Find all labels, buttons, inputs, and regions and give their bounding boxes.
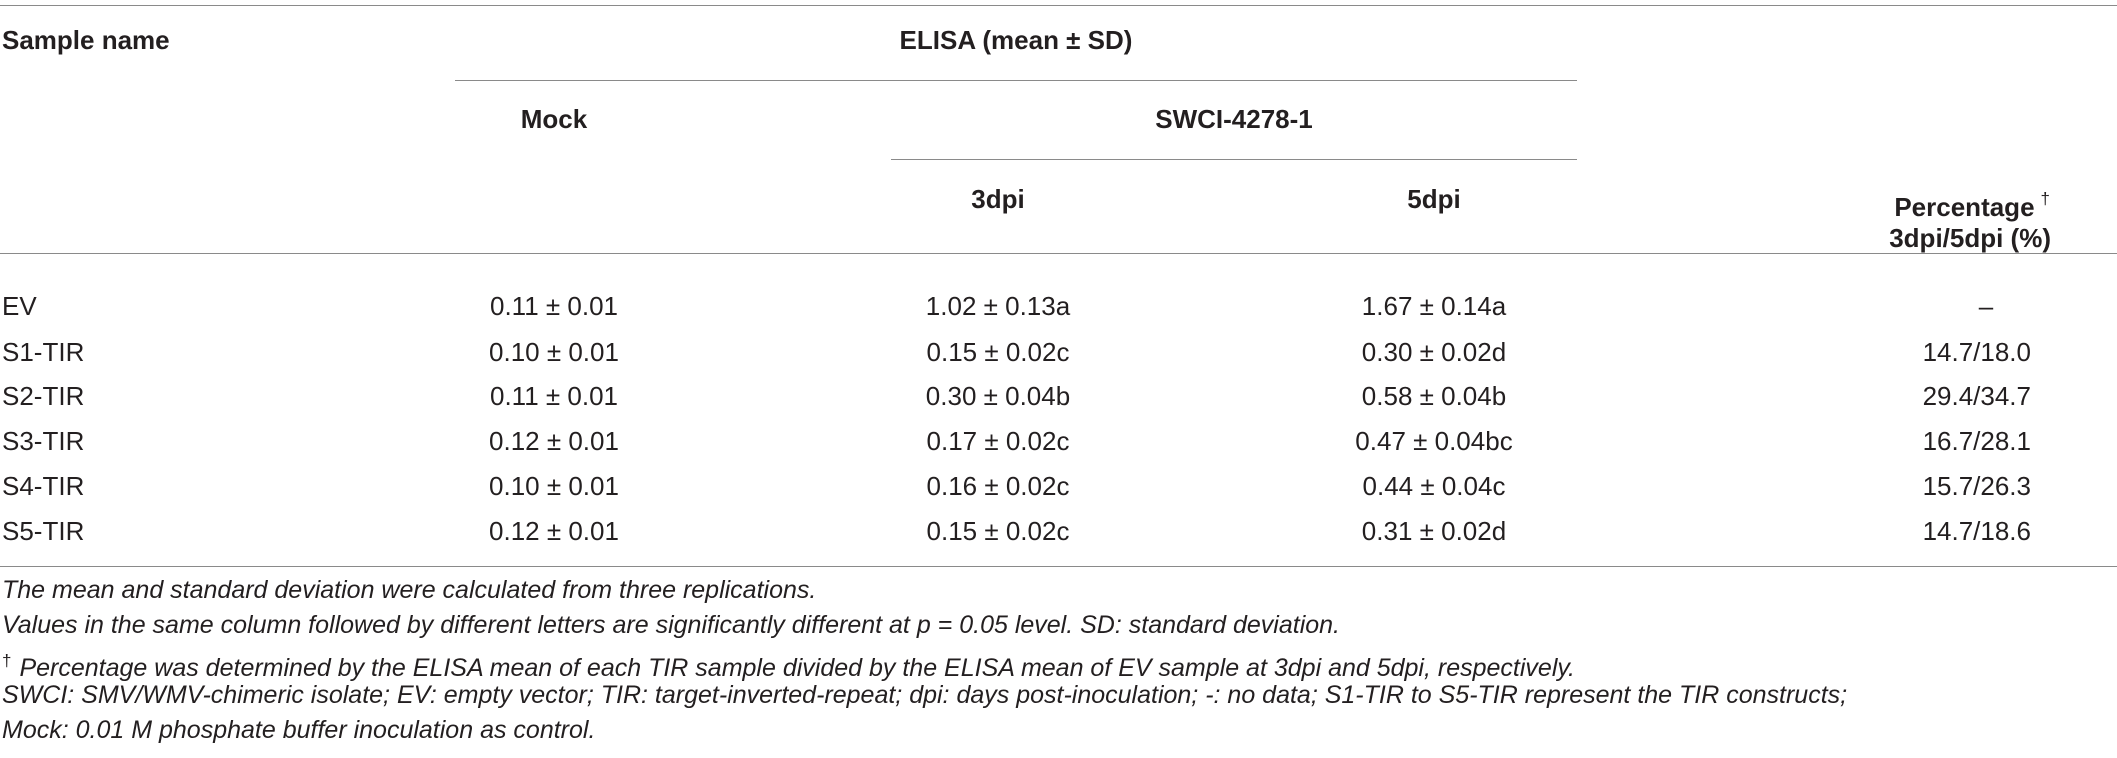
cell-sample: S4-TIR	[2, 471, 85, 501]
cell-3dpi: 0.17 ± 0.02c	[926, 426, 1070, 456]
cell-sample: S3-TIR	[2, 426, 85, 456]
cell-3dpi: 0.16 ± 0.02c	[926, 471, 1070, 501]
cell-3dpi: 0.15 ± 0.02c	[926, 516, 1070, 546]
footnote-1: The mean and standard deviation were cal…	[2, 576, 817, 604]
cell-5dpi: 1.67 ± 0.14a	[1361, 291, 1507, 321]
cell-5dpi: 0.44 ± 0.04c	[1362, 471, 1506, 501]
footnote-2: Values in the same column followed by di…	[2, 611, 1341, 639]
cell-sample: S5-TIR	[2, 516, 85, 546]
header-elisa: ELISA (mean ± SD)	[899, 25, 1133, 55]
cell-3dpi: 1.02 ± 0.13a	[925, 291, 1071, 321]
elisa-span-rule	[455, 80, 1577, 81]
cell-mock: 0.12 ± 0.01	[489, 516, 619, 546]
swci-span-rule	[891, 159, 1577, 160]
cell-mock: 0.10 ± 0.01	[489, 471, 619, 501]
top-rule	[0, 5, 2117, 6]
cell-mock: 0.11 ± 0.01	[490, 291, 618, 321]
header-mock: Mock	[520, 104, 588, 134]
header-3dpi: 3dpi	[971, 184, 1025, 214]
cell-sample: S1-TIR	[2, 337, 85, 367]
footnote-3: † Percentage was determined by the ELISA …	[2, 645, 1575, 684]
cell-3dpi: 0.15 ± 0.02c	[926, 337, 1070, 367]
header-bottom-rule	[0, 253, 2117, 254]
cell-percentage: 16.7/28.1	[1922, 426, 2031, 456]
cell-mock: 0.12 ± 0.01	[489, 426, 619, 456]
cell-5dpi: 0.58 ± 0.04b	[1361, 381, 1507, 411]
cell-5dpi: 0.30 ± 0.02d	[1361, 337, 1507, 367]
dagger-symbol: †	[2040, 189, 2050, 208]
cell-5dpi: 0.31 ± 0.02d	[1361, 516, 1507, 546]
cell-percentage: 29.4/34.7	[1922, 381, 2031, 411]
cell-3dpi: 0.30 ± 0.04b	[925, 381, 1071, 411]
header-sample-name: Sample name	[2, 25, 170, 55]
header-percentage-label: Percentage	[1894, 192, 2035, 222]
cell-mock: 0.10 ± 0.01	[489, 337, 619, 367]
header-percentage: Percentage †	[1894, 183, 2050, 223]
cell-sample: S2-TIR	[2, 381, 85, 411]
cell-mock: 0.11 ± 0.01	[490, 381, 618, 411]
cell-5dpi: 0.47 ± 0.04bc	[1355, 426, 1513, 456]
table-bottom-rule	[0, 566, 2117, 567]
cell-percentage: –	[1978, 291, 1994, 321]
cell-sample: EV	[2, 291, 37, 321]
footnote-dagger-symbol: †	[2, 651, 12, 670]
header-percentage-sub: 3dpi/5dpi (%)	[1889, 223, 2051, 253]
cell-percentage: 15.7/26.3	[1922, 471, 2031, 501]
footnote-3-text: Percentage was determined by the ELISA m…	[19, 654, 1575, 682]
header-5dpi: 5dpi	[1407, 184, 1461, 214]
cell-percentage: 14.7/18.6	[1922, 516, 2031, 546]
footnote-4: SWCI: SMV/WMV-chimeric isolate; EV: empt…	[2, 681, 1848, 709]
footnote-5: Mock: 0.01 M phosphate buffer inoculatio…	[2, 716, 596, 744]
cell-percentage: 14.7/18.0	[1922, 337, 2031, 367]
header-swci: SWCI-4278-1	[1155, 104, 1313, 134]
